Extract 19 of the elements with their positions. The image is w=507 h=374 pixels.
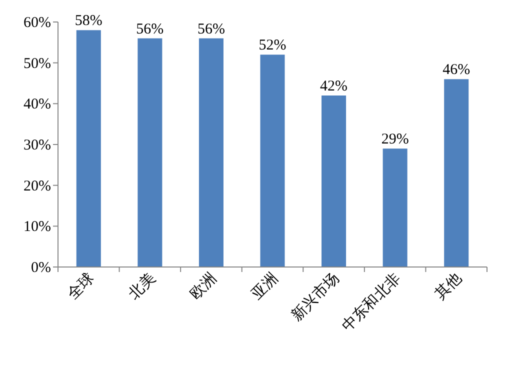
x-tick-label: 亚洲: [248, 270, 282, 304]
x-tick-label: 北美: [126, 270, 159, 304]
x-tick-label: 欧洲: [186, 270, 220, 304]
x-tick-label: 其他: [432, 270, 466, 304]
data-label: 29%: [381, 132, 409, 148]
y-tick-label: 40%: [24, 96, 51, 113]
y-tick-label: 60%: [24, 15, 51, 31]
y-tick-label: 30%: [24, 138, 51, 154]
y-tick-label: 0%: [31, 260, 51, 276]
data-label: 52%: [258, 38, 286, 54]
x-tick-label: 全球: [64, 270, 98, 304]
y-tick-label: 10%: [24, 219, 51, 236]
data-label: 46%: [442, 62, 470, 78]
data-label: 42%: [320, 78, 348, 94]
y-tick-label: 50%: [24, 56, 51, 72]
data-label: 58%: [74, 13, 102, 30]
data-label: 56%: [136, 21, 164, 38]
y-tick-label: 20%: [24, 178, 51, 194]
data-label: 56%: [197, 21, 225, 38]
